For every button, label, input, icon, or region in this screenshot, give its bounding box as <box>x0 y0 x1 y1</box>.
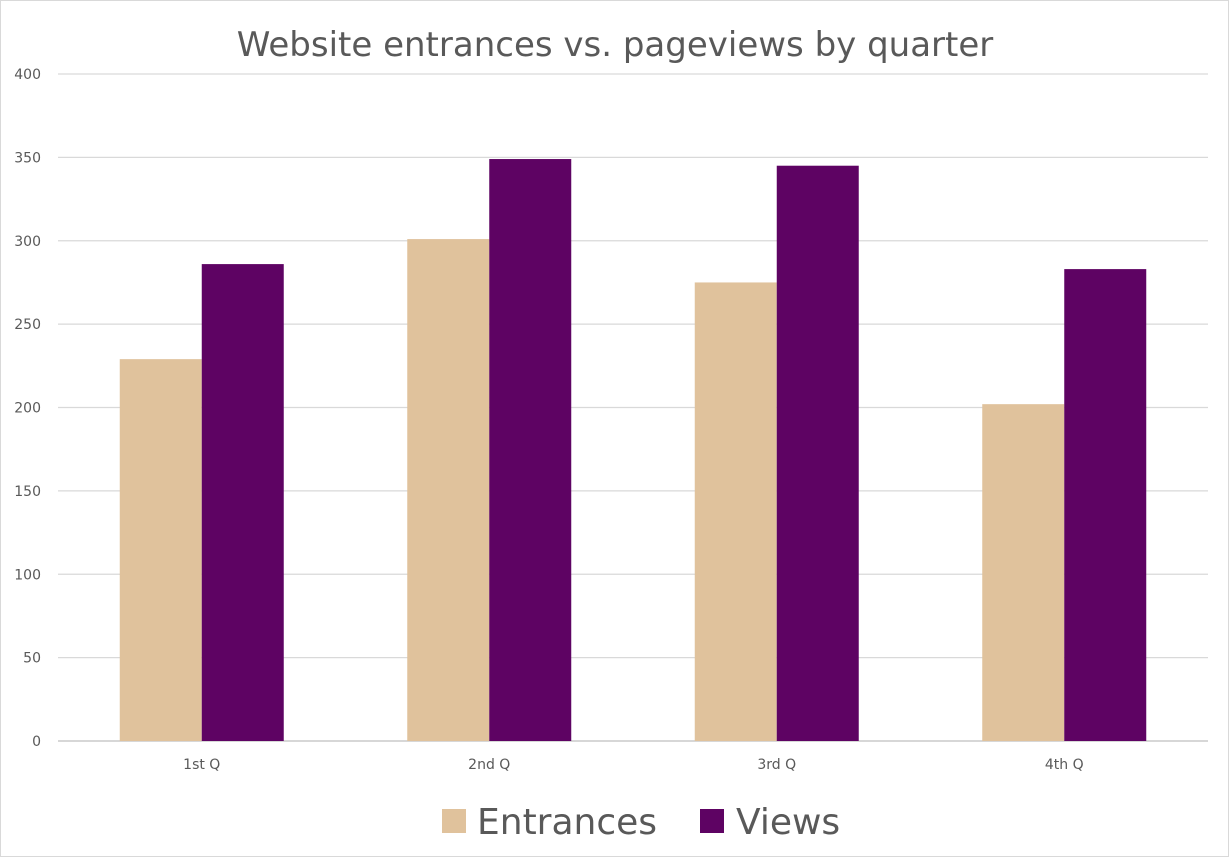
legend-label-entrances: Entrances <box>477 802 657 843</box>
x-tick-label: 2nd Q <box>468 757 510 773</box>
bar-entrances-2 <box>407 239 490 741</box>
y-tick-label: 400 <box>14 67 41 83</box>
legend-swatch-entrances <box>442 809 466 833</box>
y-tick-label: 100 <box>14 567 41 583</box>
x-axis-ticks: 1st Q 2nd Q 3rd Q 4th Q <box>183 757 1083 773</box>
bars <box>119 159 1147 742</box>
y-tick-label: 300 <box>14 234 41 250</box>
y-axis-ticks: 0 50 100 150 200 250 300 350 400 <box>14 67 41 750</box>
legend-swatch-views <box>700 809 724 833</box>
bar-views-4 <box>1064 269 1147 741</box>
y-tick-label: 200 <box>14 401 41 417</box>
x-tick-label: 3rd Q <box>757 757 796 773</box>
chart-title: Website entrances vs. pageviews by quart… <box>237 25 994 65</box>
bar-views-1 <box>201 264 284 741</box>
y-tick-label: 250 <box>14 317 41 333</box>
bar-entrances-1 <box>119 359 202 741</box>
y-tick-label: 0 <box>32 734 41 750</box>
bar-entrances-4 <box>982 404 1065 741</box>
y-tick-label: 150 <box>14 484 41 500</box>
bar-views-3 <box>776 165 859 741</box>
x-tick-label: 1st Q <box>183 757 220 773</box>
legend-label-views: Views <box>736 802 840 843</box>
bar-entrances-3 <box>694 282 777 741</box>
x-tick-label: 4th Q <box>1045 757 1084 773</box>
y-tick-label: 350 <box>14 150 41 166</box>
legend: Entrances Views <box>442 802 840 843</box>
bar-views-2 <box>489 159 572 742</box>
y-tick-label: 50 <box>23 651 41 667</box>
